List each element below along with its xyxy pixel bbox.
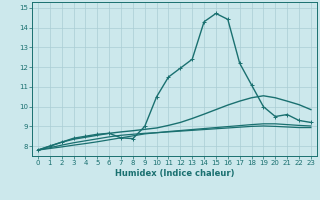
- X-axis label: Humidex (Indice chaleur): Humidex (Indice chaleur): [115, 169, 234, 178]
